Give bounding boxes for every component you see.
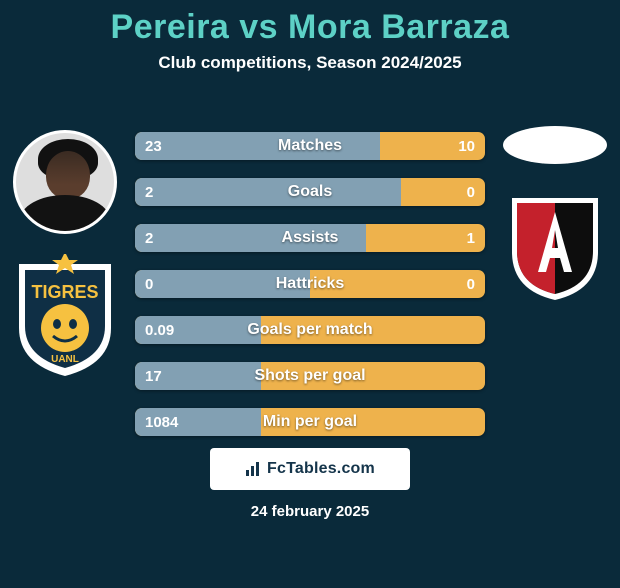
stats-bars: Matches2310Goals20Assists21Hattricks00Go… bbox=[135, 132, 485, 454]
bar-label: Assists bbox=[135, 224, 485, 252]
left-player-column: TIGRES UANL bbox=[10, 130, 120, 378]
bar-label: Shots per goal bbox=[135, 362, 485, 390]
bar-value-left: 0 bbox=[145, 270, 153, 298]
stat-bar: Min per goal1084 bbox=[135, 408, 485, 436]
club-badge-right bbox=[508, 192, 602, 302]
bar-value-left: 2 bbox=[145, 178, 153, 206]
svg-text:UANL: UANL bbox=[51, 354, 79, 365]
stat-bar: Hattricks0 0 bbox=[135, 270, 485, 298]
bar-value-left: 0.09 bbox=[145, 316, 174, 344]
stat-bar: Matches23 10 bbox=[135, 132, 485, 160]
bar-value-right: 0 bbox=[467, 270, 475, 298]
stat-bar: Goals2 0 bbox=[135, 178, 485, 206]
footer-logo-text: FcTables.com bbox=[267, 460, 375, 478]
bar-label: Goals bbox=[135, 178, 485, 206]
bar-label: Goals per match bbox=[135, 316, 485, 344]
page-subtitle: Club competitions, Season 2024/2025 bbox=[0, 53, 620, 73]
right-player-column bbox=[500, 126, 610, 302]
bar-value-right: 10 bbox=[458, 132, 475, 160]
bar-label: Matches bbox=[135, 132, 485, 160]
club-badge-left: TIGRES UANL bbox=[13, 254, 117, 378]
page-title: Pereira vs Mora Barraza bbox=[0, 8, 620, 47]
bar-label: Min per goal bbox=[135, 408, 485, 436]
footer-logo: FcTables.com bbox=[210, 448, 410, 490]
atlas-badge-icon bbox=[508, 192, 602, 302]
stat-bar: Shots per goal17 bbox=[135, 362, 485, 390]
bar-value-left: 23 bbox=[145, 132, 162, 160]
avatar-placeholder-icon bbox=[16, 133, 114, 231]
bar-value-left: 1084 bbox=[145, 408, 178, 436]
player-avatar-left bbox=[13, 130, 117, 234]
bar-value-left: 17 bbox=[145, 362, 162, 390]
stat-bar: Goals per match0.09 bbox=[135, 316, 485, 344]
bar-chart-icon bbox=[245, 461, 261, 477]
bar-value-right: 0 bbox=[467, 178, 475, 206]
bar-value-left: 2 bbox=[145, 224, 153, 252]
tigres-badge-icon: TIGRES UANL bbox=[13, 254, 117, 378]
footer-date: 24 february 2025 bbox=[0, 503, 620, 520]
bar-label: Hattricks bbox=[135, 270, 485, 298]
svg-text:TIGRES: TIGRES bbox=[31, 282, 98, 302]
bar-value-right: 1 bbox=[467, 224, 475, 252]
stat-bar: Assists2 1 bbox=[135, 224, 485, 252]
player-avatar-right-placeholder bbox=[503, 126, 607, 164]
